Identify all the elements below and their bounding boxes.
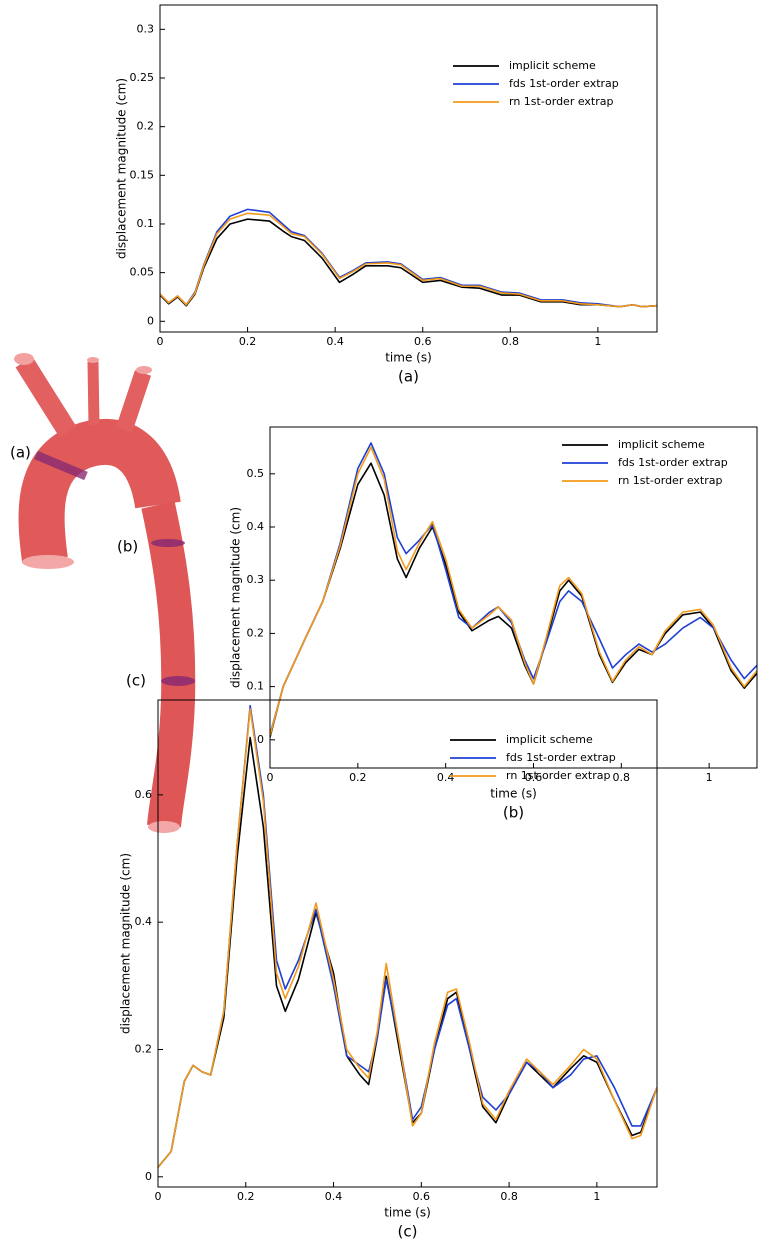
legend-label: implicit scheme: [506, 733, 593, 746]
x-tick-label: 1: [706, 771, 713, 784]
y-axis-label: displacement magnitude (cm): [119, 853, 133, 1034]
y-tick-label: 0.4: [247, 520, 265, 533]
x-tick-label: 0.4: [325, 1190, 343, 1203]
x-axis-label: time (s): [384, 1206, 431, 1220]
series-line: [270, 462, 757, 738]
section-band: [151, 539, 185, 547]
y-tick-label: 0.1: [137, 217, 155, 230]
section-label: (a): [10, 444, 31, 462]
aortic-arch: [18, 419, 181, 564]
legend-label: fds 1st-order extrap: [509, 77, 619, 90]
branch: [87, 361, 100, 426]
series-line: [160, 218, 657, 308]
plot-frame: [157, 699, 658, 1188]
y-tick-label: 0.25: [130, 71, 155, 84]
series-line: [160, 212, 657, 308]
y-tick-label: 0.15: [130, 168, 155, 181]
chart-caption: (c): [398, 1223, 418, 1241]
y-tick-label: 0.2: [137, 120, 155, 133]
branch: [15, 356, 77, 438]
section-band: [161, 676, 195, 686]
vessel-end: [148, 821, 180, 833]
y-tick-label: 0: [145, 1170, 152, 1183]
descending-aorta: [141, 501, 196, 828]
x-tick-label: 0.4: [326, 335, 344, 348]
vessel-end: [22, 555, 74, 569]
y-tick-label: 0.3: [137, 22, 155, 35]
chart-caption: (a): [398, 368, 419, 386]
section-label: (c): [126, 672, 146, 690]
series-line: [158, 736, 657, 1168]
legend-label: fds 1st-order extrap: [618, 456, 728, 469]
section-band: [34, 450, 88, 481]
series-line: [160, 208, 657, 308]
x-tick-label: 0.6: [414, 335, 432, 348]
x-tick-label: 0: [267, 771, 274, 784]
legend-label: rn 1st-order extrap: [618, 474, 723, 487]
legend-label: implicit scheme: [618, 438, 705, 451]
vessel-end: [87, 357, 99, 363]
y-axis-label: displacement magnitude (cm): [229, 507, 243, 688]
y-tick-label: 0.05: [130, 266, 155, 279]
series-line: [158, 708, 657, 1168]
y-tick-label: 0.1: [247, 680, 265, 693]
y-tick-label: 0.2: [135, 1042, 153, 1055]
x-tick-label: 0.8: [613, 771, 631, 784]
section-label: (b): [117, 538, 138, 556]
y-tick-label: 0.4: [135, 915, 153, 928]
x-tick-label: 0.6: [413, 1190, 431, 1203]
x-axis-label: time (s): [385, 351, 432, 365]
x-tick-label: 0.8: [502, 335, 520, 348]
legend-label: rn 1st-order extrap: [509, 95, 614, 108]
y-tick-label: 0.2: [247, 626, 265, 639]
y-axis-label: displacement magnitude (cm): [115, 78, 129, 259]
y-tick-label: 0.6: [135, 788, 153, 801]
y-tick-label: 0: [257, 733, 264, 746]
plot-frame: [159, 4, 658, 333]
legend-label: implicit scheme: [509, 59, 596, 72]
x-tick-label: 1: [593, 1190, 600, 1203]
aorta: [14, 353, 196, 833]
y-tick-label: 0.3: [247, 573, 265, 586]
chart-caption: (b): [503, 804, 524, 822]
legend-label: rn 1st-order extrap: [506, 769, 611, 782]
plot-frame: [269, 426, 758, 769]
x-tick-label: 0.4: [437, 771, 455, 784]
x-tick-label: 0: [155, 1190, 162, 1203]
vessel-end: [14, 353, 34, 365]
series-line: [270, 446, 757, 736]
x-tick-label: 0.2: [237, 1190, 255, 1203]
x-axis-label: time (s): [490, 787, 537, 801]
x-tick-label: 0.2: [349, 771, 367, 784]
x-tick-label: 0.8: [500, 1190, 518, 1203]
x-tick-label: 0.2: [239, 335, 257, 348]
x-tick-label: 0.6: [525, 771, 543, 784]
y-tick-label: 0: [147, 314, 154, 327]
y-tick-label: 0.5: [247, 467, 265, 480]
x-tick-label: 0: [157, 335, 164, 348]
x-tick-label: 1: [594, 335, 601, 348]
vessel-end: [136, 366, 152, 374]
legend-label: fds 1st-order extrap: [506, 751, 616, 764]
branch: [115, 370, 152, 433]
